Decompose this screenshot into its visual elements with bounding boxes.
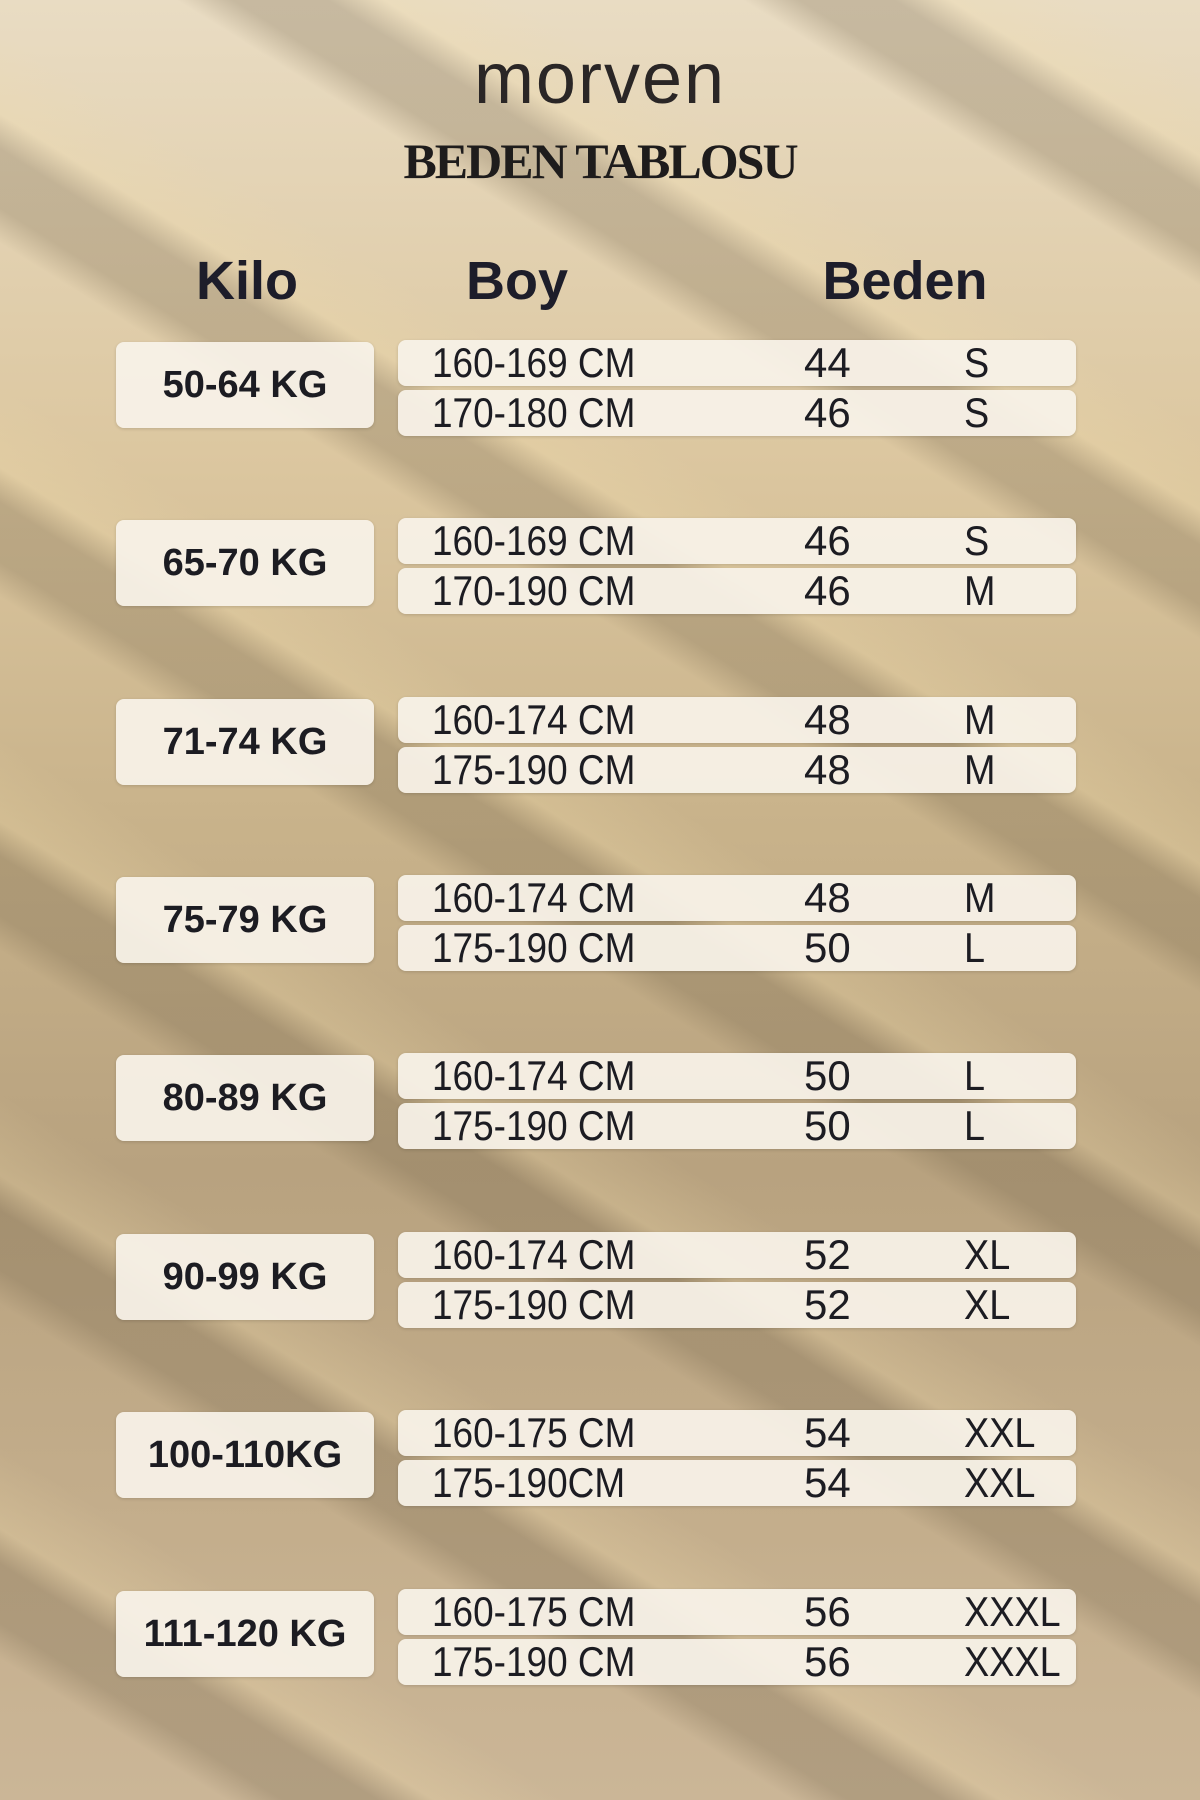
size-group: 90-99 KG 160-174 CM 52 XL 175-190 CM 52 …: [0, 1232, 1200, 1332]
table-row: 170-180 CM 46 S: [398, 390, 1076, 436]
table-row: 160-175 CM 54 XXL: [398, 1410, 1076, 1456]
size-number: 44: [804, 339, 851, 386]
table-row: 160-169 CM 44 S: [398, 340, 1076, 386]
size-group: 50-64 KG 160-169 CM 44 S 170-180 CM 46 S: [0, 340, 1200, 440]
table-row: 160-174 CM 48 M: [398, 875, 1076, 921]
table-row: 160-169 CM 46 S: [398, 518, 1076, 564]
table-row: 175-190 CM 56 XXXL: [398, 1639, 1076, 1685]
size-letter: L: [964, 1102, 986, 1149]
table-row: 160-174 CM 48 M: [398, 697, 1076, 743]
size-number: 48: [804, 746, 851, 793]
size-letter: S: [964, 389, 990, 436]
size-number: 54: [804, 1459, 851, 1506]
column-header-kilo: Kilo: [196, 251, 298, 311]
table-row: 175-190 CM 48 M: [398, 747, 1076, 793]
size-letter: S: [964, 517, 990, 564]
size-letter: M: [964, 567, 996, 614]
brand-logo: morven: [473, 39, 727, 119]
table-row: 175-190 CM 50 L: [398, 925, 1076, 971]
size-number: 46: [804, 389, 851, 436]
weight-range: 100-110KG: [116, 1412, 374, 1498]
size-number: 48: [804, 874, 851, 921]
height-range: 175-190 CM: [432, 1281, 636, 1328]
weight-range: 75-79 KG: [116, 877, 374, 963]
size-number: 50: [804, 1102, 851, 1149]
size-number: 50: [804, 924, 851, 971]
weight-range: 80-89 KG: [116, 1055, 374, 1141]
height-range: 170-190 CM: [432, 567, 636, 614]
weight-range: 111-120 KG: [116, 1591, 374, 1677]
size-number: 46: [804, 517, 851, 564]
weight-range: 90-99 KG: [116, 1234, 374, 1320]
size-letter: M: [964, 874, 996, 921]
height-range: 160-174 CM: [432, 1231, 636, 1278]
size-number: 54: [804, 1409, 851, 1456]
size-number: 56: [804, 1638, 851, 1685]
table-row: 160-174 CM 50 L: [398, 1053, 1076, 1099]
height-range: 170-180 CM: [432, 389, 636, 436]
size-group: 75-79 KG 160-174 CM 48 M 175-190 CM 50 L: [0, 875, 1200, 975]
table-row: 175-190 CM 50 L: [398, 1103, 1076, 1149]
height-range: 160-169 CM: [432, 517, 636, 564]
size-letter: L: [964, 924, 986, 971]
size-letter: XXXL: [964, 1638, 1061, 1685]
page-title: BEDEN TABLOSU: [403, 133, 798, 189]
column-header-boy: Boy: [465, 251, 569, 311]
height-range: 160-175 CM: [432, 1409, 636, 1456]
height-range: 175-190 CM: [432, 746, 636, 793]
height-range: 160-169 CM: [432, 339, 636, 386]
size-group: 65-70 KG 160-169 CM 46 S 170-190 CM 46 M: [0, 518, 1200, 618]
height-range: 175-190 CM: [432, 1638, 636, 1685]
size-letter: XL: [964, 1231, 1011, 1278]
size-letter: XL: [964, 1281, 1011, 1328]
column-header-beden: Beden: [822, 251, 988, 311]
weight-range: 71-74 KG: [116, 699, 374, 785]
size-group: 80-89 KG 160-174 CM 50 L 175-190 CM 50 L: [0, 1053, 1200, 1153]
table-row: 160-175 CM 56 XXXL: [398, 1589, 1076, 1635]
size-letter: XXL: [964, 1409, 1036, 1456]
table-row: 160-174 CM 52 XL: [398, 1232, 1076, 1278]
height-range: 175-190 CM: [432, 1102, 636, 1149]
height-range: 175-190 CM: [432, 924, 636, 971]
size-group: 100-110KG 160-175 CM 54 XXL 175-190CM 54…: [0, 1410, 1200, 1510]
size-number: 48: [804, 696, 851, 743]
size-number: 46: [804, 567, 851, 614]
size-number: 56: [804, 1588, 851, 1635]
height-range: 160-175 CM: [432, 1588, 636, 1635]
height-range: 160-174 CM: [432, 874, 636, 921]
size-number: 50: [804, 1052, 851, 1099]
size-group: 111-120 KG 160-175 CM 56 XXXL 175-190 CM…: [0, 1589, 1200, 1689]
size-number: 52: [804, 1231, 851, 1278]
size-letter: S: [964, 339, 990, 386]
height-range: 175-190CM: [432, 1459, 626, 1506]
weight-range: 50-64 KG: [116, 342, 374, 428]
size-letter: M: [964, 746, 996, 793]
size-number: 52: [804, 1281, 851, 1328]
height-range: 160-174 CM: [432, 1052, 636, 1099]
height-range: 160-174 CM: [432, 696, 636, 743]
size-letter: XXL: [964, 1459, 1036, 1506]
size-group: 71-74 KG 160-174 CM 48 M 175-190 CM 48 M: [0, 697, 1200, 797]
table-row: 175-190CM 54 XXL: [398, 1460, 1076, 1506]
weight-range: 65-70 KG: [116, 520, 374, 606]
size-letter: M: [964, 696, 996, 743]
size-letter: L: [964, 1052, 986, 1099]
table-row: 170-190 CM 46 M: [398, 568, 1076, 614]
table-row: 175-190 CM 52 XL: [398, 1282, 1076, 1328]
size-letter: XXXL: [964, 1588, 1061, 1635]
